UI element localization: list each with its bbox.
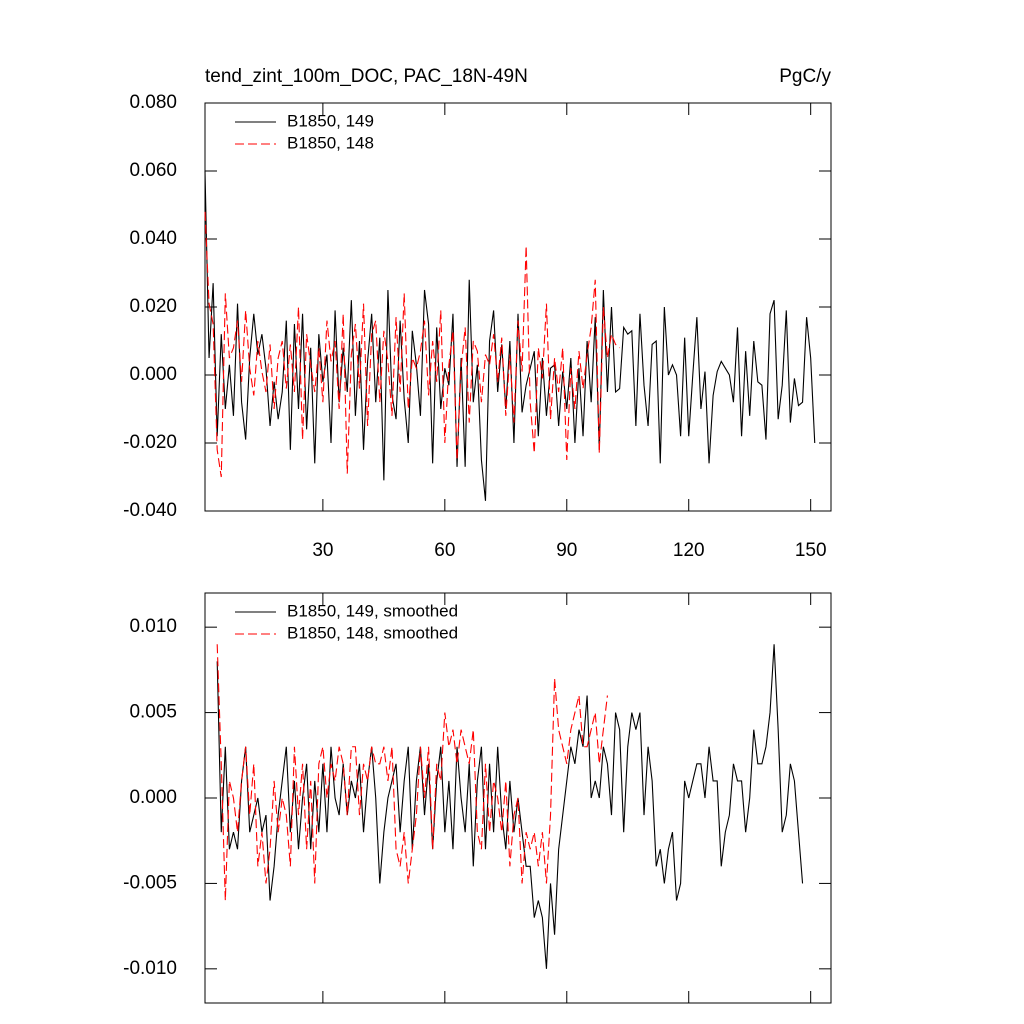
data-line [204,170,816,501]
y-tick-label: 0.080 [129,92,177,113]
legend-label: B1850, 149, smoothed [287,601,458,620]
x-tick-label: 120 [673,540,705,561]
y-tick-label: 0.000 [129,364,177,385]
y-tick-label: 0.040 [129,228,177,249]
plot-frame [204,102,832,512]
y-tick-label: -0.005 [123,872,177,893]
y-tick-label: 0.010 [129,616,177,637]
data-line [204,211,620,478]
y-tick-label: 0.005 [129,702,177,723]
y-tick-label: -0.010 [123,958,177,979]
x-tick-label: 60 [434,540,455,561]
units-label: PgC/y [779,66,831,87]
legend-label: B1850, 148 [287,133,374,152]
legend-label: B1850, 149 [287,111,374,130]
x-tick-label: 90 [556,540,577,561]
y-tick-label: 0.000 [129,787,177,808]
legend-label: B1850, 148, smoothed [287,623,458,642]
data-line [216,644,804,969]
y-tick-label: 0.060 [129,160,177,181]
y-tick-label: -0.020 [123,432,177,453]
y-tick-label: -0.040 [123,500,177,521]
y-tick-label: 0.020 [129,296,177,317]
chart-title: tend_zint_100m_DOC, PAC_18N-49N [205,66,528,87]
x-tick-label: 150 [795,540,827,561]
x-tick-label: 30 [312,540,333,561]
data-line [216,644,608,901]
